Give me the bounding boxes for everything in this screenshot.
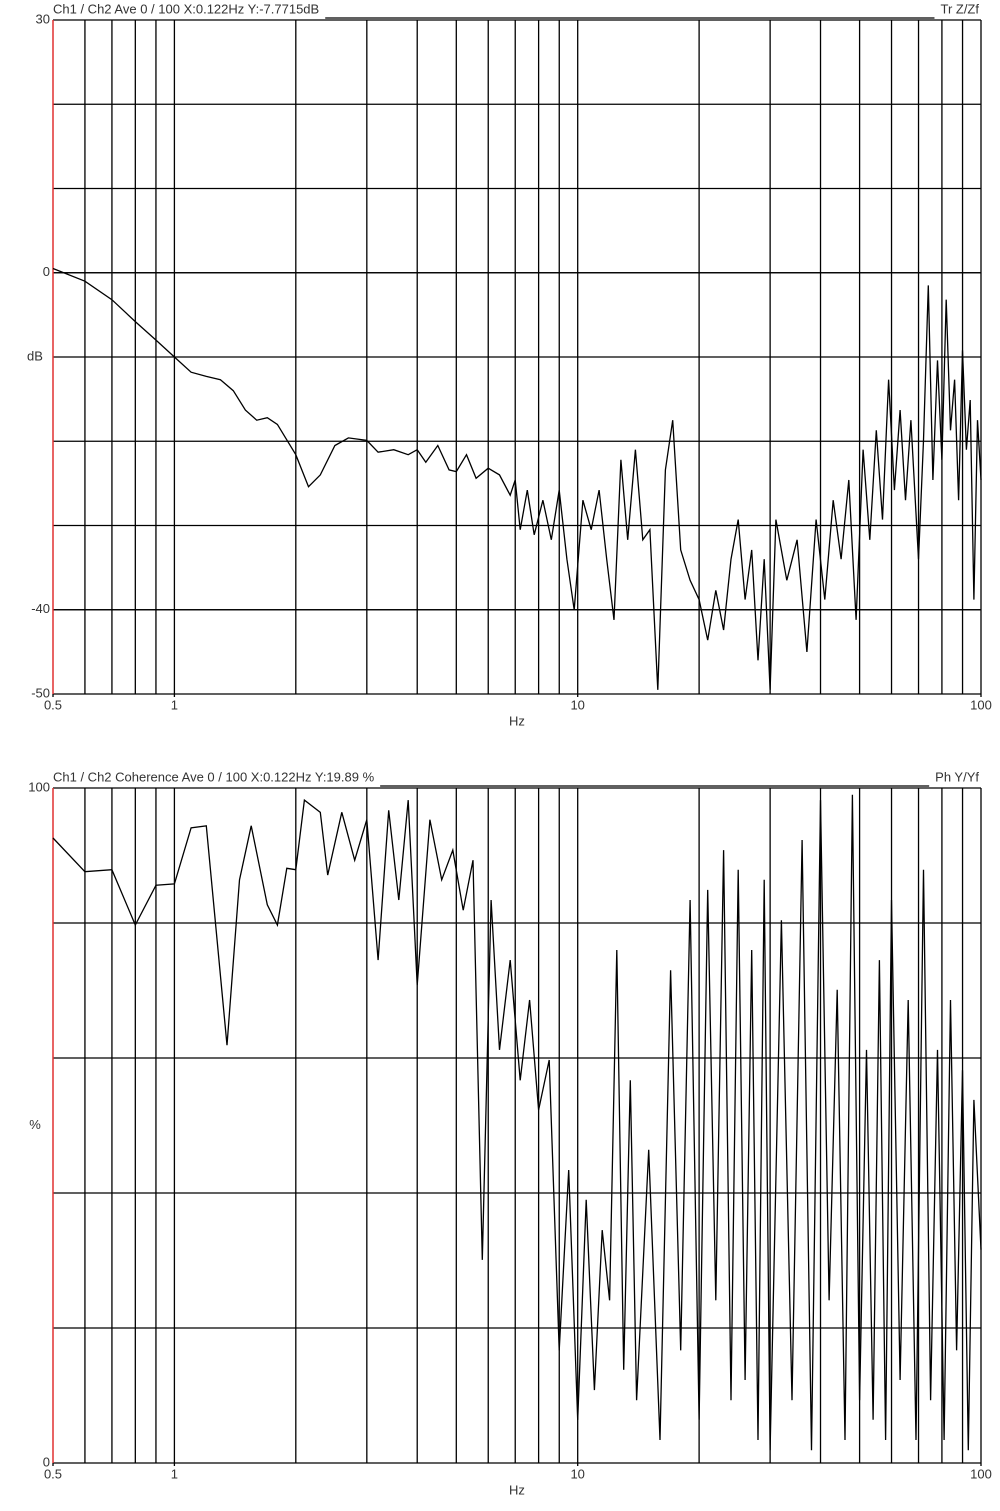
y-axis-label: % <box>29 1117 41 1132</box>
trace <box>52 267 982 690</box>
x-tick-label: 100 <box>970 697 992 712</box>
x-tick-label: 0.5 <box>44 1466 62 1481</box>
x-tick-label: 0.5 <box>44 697 62 712</box>
y-tick-label: 30 <box>36 11 50 26</box>
trace-mode: Tr Z/Zf <box>940 1 979 16</box>
x-tick-label: 100 <box>970 1466 992 1481</box>
y-tick-label: 100 <box>28 779 50 794</box>
trace-header: Ch1 / Ch2 Ave 0 / 100 X:0.122Hz Y:-7.771… <box>53 1 319 16</box>
x-tick-label: 10 <box>570 1466 584 1481</box>
x-tick-label: 1 <box>171 697 178 712</box>
x-axis-label: Hz <box>509 1482 525 1497</box>
trace <box>52 794 982 1451</box>
trace-mode: Ph Y/Yf <box>935 769 979 784</box>
y-tick-label: 0 <box>43 264 50 279</box>
trace-header: Ch1 / Ch2 Coherence Ave 0 / 100 X:0.122H… <box>53 769 375 784</box>
x-axis-label: Hz <box>509 713 525 728</box>
x-tick-label: 1 <box>171 1466 178 1481</box>
y-tick-label: -50 <box>31 685 50 700</box>
y-tick-label: -40 <box>31 601 50 616</box>
x-tick-label: 10 <box>570 697 584 712</box>
y-axis-label: dB <box>27 348 43 363</box>
y-tick-label: 0 <box>43 1454 50 1469</box>
